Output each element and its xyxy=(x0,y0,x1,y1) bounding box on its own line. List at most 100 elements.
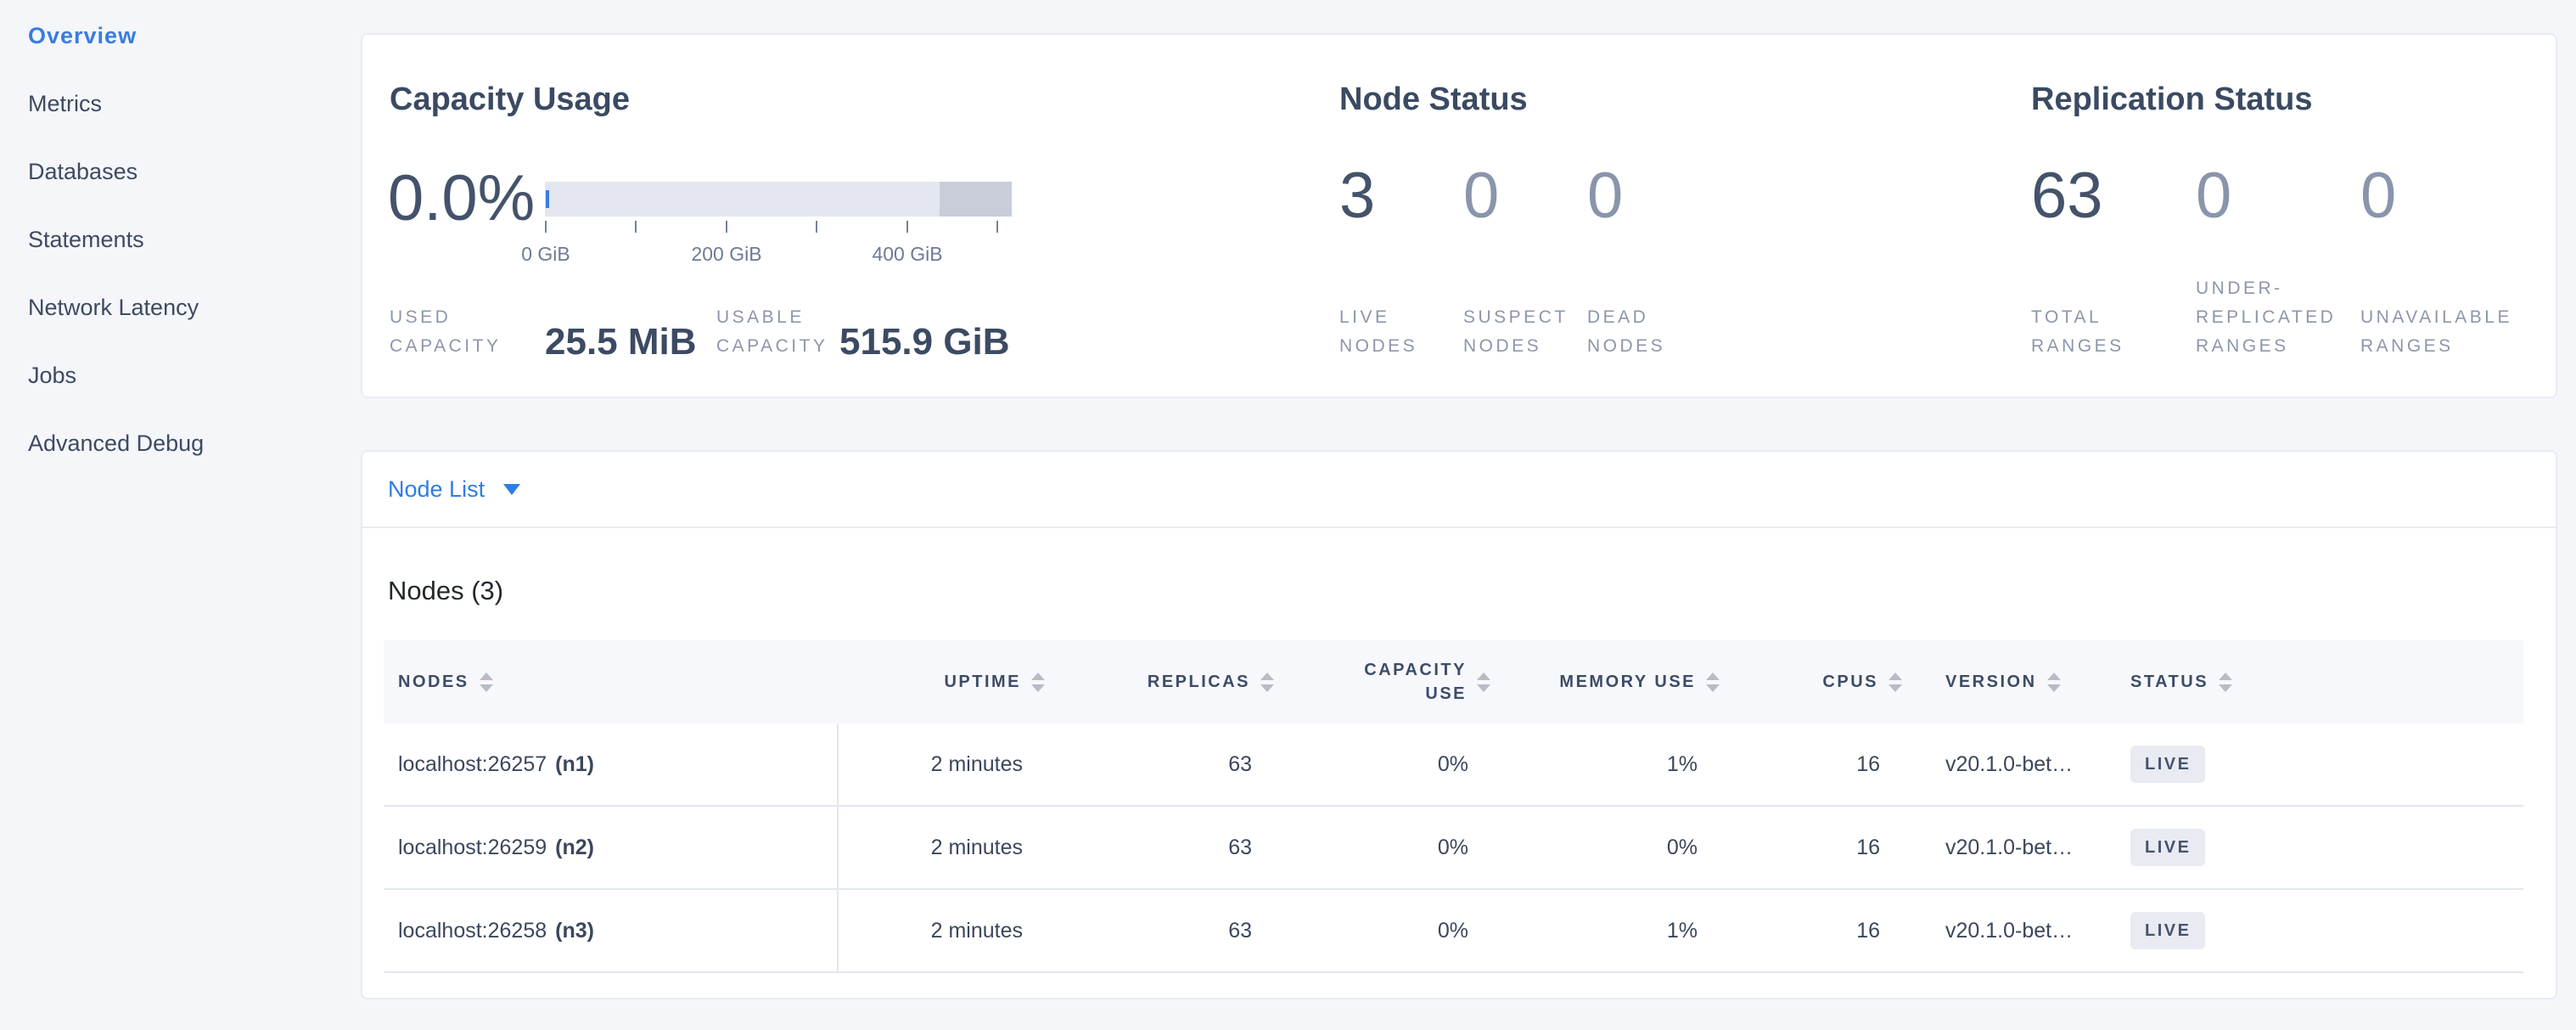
axis-tick xyxy=(635,221,637,233)
column-header-label: REPLICAS xyxy=(1147,672,1250,691)
column-header-label: UPTIME xyxy=(944,672,1021,691)
column-header-label: NODES xyxy=(398,672,469,691)
version-cell: v20.1.0-bet… xyxy=(1945,835,2074,859)
sort-icon[interactable] xyxy=(1031,672,1045,692)
column-header-uptime[interactable]: UPTIME xyxy=(837,672,1063,692)
uptime-cell: 2 minutes xyxy=(930,918,1023,943)
sort-icon[interactable] xyxy=(1889,672,1902,692)
cpus-cell: 16 xyxy=(1856,835,1880,859)
total-ranges-value: 63 xyxy=(2031,160,2103,232)
sort-icon[interactable] xyxy=(1477,672,1490,692)
table-row[interactable]: localhost:26257 (n1) 2 minutes 63 0% 1% … xyxy=(384,723,2523,807)
live-nodes-stat: 3 LIVE NODES xyxy=(1339,154,1450,397)
sidebar-item-network-latency[interactable]: Network Latency xyxy=(28,295,199,320)
nodes-table-body: localhost:26257 (n1) 2 minutes 63 0% 1% … xyxy=(384,723,2523,973)
under-replicated-ranges-stat: 0 UNDER-REPLICATED RANGES xyxy=(2196,154,2357,397)
axis-label-200: 200 GiB xyxy=(691,243,762,265)
replication-status-title: Replication Status xyxy=(2031,82,2313,117)
usable-capacity-label: USABLE CAPACITY xyxy=(716,307,828,356)
axis-label-0: 0 GiB xyxy=(521,243,570,265)
node-address: localhost:26258 xyxy=(398,918,547,943)
axis-tick xyxy=(726,221,727,233)
memory-use-cell: 1% xyxy=(1666,751,1698,776)
sort-icon[interactable] xyxy=(2219,672,2233,692)
node-id: (n2) xyxy=(555,835,594,859)
capacity-bar-used-marker xyxy=(546,190,549,208)
sort-icon[interactable] xyxy=(1260,672,1274,692)
capacity-bar-axis: 0 GiB 200 GiB 400 GiB xyxy=(521,221,1012,289)
chevron-down-icon[interactable] xyxy=(503,483,521,495)
suspect-nodes-stat: 0 SUSPECT NODES xyxy=(1463,154,1578,397)
node-list-selector[interactable]: Node List xyxy=(362,452,2556,528)
used-capacity-label: USED CAPACITY xyxy=(390,307,502,356)
total-ranges-label: TOTAL RANGES xyxy=(2031,307,2124,356)
axis-tick xyxy=(545,221,547,233)
node-address: localhost:26257 xyxy=(398,751,547,776)
capacity-used-percent: 0.0% xyxy=(388,162,536,234)
version-cell: v20.1.0-bet… xyxy=(1945,751,2074,776)
capacity-usage-title: Capacity Usage xyxy=(390,82,631,117)
dead-nodes-value: 0 xyxy=(1587,160,1624,232)
node-list-dropdown-label[interactable]: Node List xyxy=(388,476,485,502)
replicas-cell: 63 xyxy=(1228,835,1252,859)
capacity-bar-reserved-segment xyxy=(940,182,1012,217)
dead-nodes-stat: 0 DEAD NODES xyxy=(1587,154,1698,397)
unavailable-ranges-stat: 0 UNAVAILABLE RANGES xyxy=(2360,154,2522,397)
column-header-memory-use[interactable]: MEMORY USE xyxy=(1508,672,1737,692)
table-row[interactable]: localhost:26259 (n2) 2 minutes 63 0% 0% … xyxy=(384,807,2523,890)
under-replicated-ranges-value: 0 xyxy=(2196,160,2232,232)
usable-capacity-value: 515.9 GiB xyxy=(839,321,1010,363)
axis-tick xyxy=(906,221,908,233)
column-header-capacity-use[interactable]: CAPACITY USE xyxy=(1292,658,1508,706)
capacity-use-cell: 0% xyxy=(1437,835,1468,859)
node-address-cell[interactable]: localhost:26259 (n2) xyxy=(384,836,837,860)
total-ranges-stat: 63 TOTAL RANGES xyxy=(2031,154,2175,397)
sidebar-item-metrics[interactable]: Metrics xyxy=(28,91,102,116)
sidebar-item-jobs[interactable]: Jobs xyxy=(28,363,77,388)
cpus-cell: 16 xyxy=(1856,751,1880,776)
sort-icon[interactable] xyxy=(1706,672,1720,692)
table-row[interactable]: localhost:26258 (n3) 2 minutes 63 0% 1% … xyxy=(384,890,2523,973)
unavailable-ranges-label: UNAVAILABLE RANGES xyxy=(2360,307,2512,356)
axis-tick xyxy=(996,221,998,233)
status-cell: LIVE xyxy=(2124,912,2523,949)
suspect-nodes-value: 0 xyxy=(1463,160,1500,232)
live-nodes-label: LIVE NODES xyxy=(1339,307,1418,356)
version-cell: v20.1.0-bet… xyxy=(1945,918,2074,943)
sort-icon[interactable] xyxy=(479,672,493,692)
sidebar-item-overview[interactable]: Overview xyxy=(28,23,137,48)
node-address-cell[interactable]: localhost:26258 (n3) xyxy=(384,919,837,943)
sidebar: Overview Metrics Databases Statements Ne… xyxy=(0,0,356,1030)
status-badge: LIVE xyxy=(2130,912,2206,949)
status-badge: LIVE xyxy=(2130,746,2206,783)
column-header-label: CAPACITY USE xyxy=(1364,661,1467,703)
node-address: localhost:26259 xyxy=(398,835,547,859)
sidebar-item-advanced-debug[interactable]: Advanced Debug xyxy=(28,431,205,456)
column-divider xyxy=(837,723,839,973)
column-header-cpus[interactable]: CPUS xyxy=(1737,672,1920,692)
memory-use-cell: 1% xyxy=(1666,918,1698,943)
node-address-cell[interactable]: localhost:26257 (n1) xyxy=(384,752,837,777)
unavailable-ranges-value: 0 xyxy=(2360,160,2397,232)
status-cell: LIVE xyxy=(2124,829,2523,866)
sort-icon[interactable] xyxy=(2046,672,2061,692)
sidebar-item-databases[interactable]: Databases xyxy=(28,159,138,184)
column-header-label: MEMORY USE xyxy=(1559,672,1696,691)
column-header-replicas[interactable]: REPLICAS xyxy=(1063,672,1292,692)
axis-label-400: 400 GiB xyxy=(872,243,943,265)
replicas-cell: 63 xyxy=(1228,918,1252,943)
node-id: (n1) xyxy=(555,751,594,776)
dead-nodes-label: DEAD NODES xyxy=(1587,307,1666,356)
nodes-table-header: NODES UPTIME REPLICAS CAPACITY USE MEMOR… xyxy=(384,640,2523,723)
column-header-label: VERSION xyxy=(1945,672,2037,691)
cpus-cell: 16 xyxy=(1856,918,1880,943)
nodes-section-title: Nodes (3) xyxy=(388,576,504,605)
cluster-overview-card: Capacity Usage 0.0% 0 GiB 200 GiB 400 Gi… xyxy=(361,33,2557,398)
axis-tick xyxy=(816,221,817,233)
column-header-status[interactable]: STATUS xyxy=(2124,672,2523,692)
column-header-nodes[interactable]: NODES xyxy=(384,672,837,692)
column-header-label: STATUS xyxy=(2130,672,2209,691)
sidebar-item-statements[interactable]: Statements xyxy=(28,227,144,252)
column-header-version[interactable]: VERSION xyxy=(1920,672,2124,692)
replicas-cell: 63 xyxy=(1228,751,1252,776)
